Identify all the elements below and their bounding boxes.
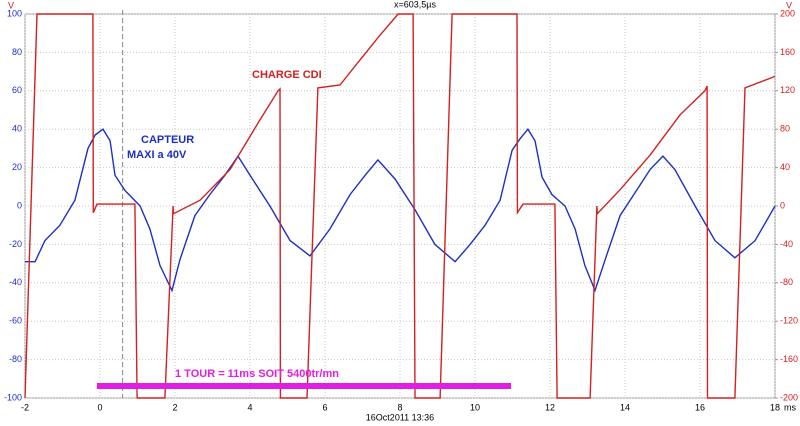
- y-tick-label: 60: [12, 85, 22, 95]
- y2-tick-label: 200: [780, 8, 795, 18]
- annotation: CAPTEUR: [141, 134, 194, 146]
- x-tick-label: 8: [397, 402, 402, 412]
- y-tick-label: -20: [9, 239, 22, 249]
- series-line: [25, 127, 776, 293]
- x-tick-label: 16: [695, 402, 705, 412]
- timestamp: 16Oct2011 13:36: [366, 412, 434, 422]
- y2-tick-label: -160: [780, 354, 798, 364]
- annotation: CHARGE CDI: [252, 69, 322, 81]
- x-tick-label: 2: [172, 402, 177, 412]
- x-tick-label: 12: [545, 402, 555, 412]
- y2-tick-label: -200: [780, 392, 798, 402]
- y-tick-label: -60: [9, 316, 22, 326]
- y2-tick-label: -120: [780, 316, 798, 326]
- y-tick-label: 80: [12, 47, 22, 57]
- turn-bar: [97, 383, 511, 389]
- right-unit: V: [786, 0, 792, 10]
- y2-tick-label: 160: [780, 47, 795, 57]
- y-tick-label: -40: [9, 277, 22, 287]
- x-tick-label: 4: [247, 402, 252, 412]
- x-tick-label: -2: [21, 402, 29, 412]
- y-tick-label: 40: [12, 124, 22, 134]
- x-tick-label: 0: [97, 402, 102, 412]
- y2-tick-label: 120: [780, 85, 795, 95]
- series-line: [24, 13, 776, 399]
- annotation: MAXI a 40V: [127, 149, 187, 161]
- y-tick-label: -100: [4, 392, 22, 402]
- x-unit: ms: [784, 402, 796, 412]
- x-tick-label: 14: [620, 402, 630, 412]
- annotation: 1 TOUR = 11ms SOIT 5400tr/mn: [175, 368, 339, 380]
- y-tick-label: -80: [9, 354, 22, 364]
- x-tick-label: 10: [470, 402, 480, 412]
- y2-tick-label: 0: [780, 200, 785, 210]
- x-tick-label: 18: [770, 402, 780, 412]
- y-tick-label: 20: [12, 162, 22, 172]
- x-tick-label: 6: [322, 402, 327, 412]
- y2-tick-label: 80: [780, 124, 790, 134]
- left-unit: V: [8, 0, 14, 10]
- y2-tick-label: 40: [780, 162, 790, 172]
- cursor-label: x=603,5µs: [394, 0, 436, 9]
- y2-tick-label: -80: [780, 277, 793, 287]
- y-tick-label: 100: [7, 8, 22, 18]
- y2-tick-label: -40: [780, 239, 793, 249]
- y-tick-label: 0: [17, 200, 22, 210]
